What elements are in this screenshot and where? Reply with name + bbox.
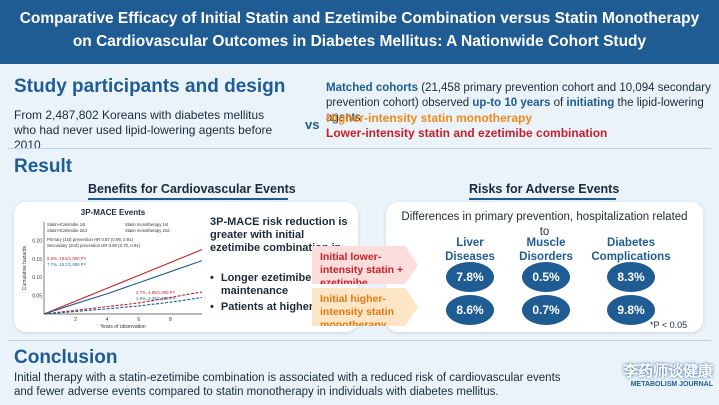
y-tick-label: 0.20 <box>32 238 42 244</box>
chart-annotation: 2.7%, 4.95/1,000 PY <box>136 290 176 295</box>
cohort-text-1: (21,458 primary prevention cohort and 10… <box>326 82 711 109</box>
series-line <box>43 291 203 315</box>
risks-subtitle: Differences in primary prevention, hospi… <box>401 211 688 238</box>
muscle-high-value: 0.7% <box>522 295 570 325</box>
participants-text: From 2,487,802 Koreans with diabetes mel… <box>14 108 273 152</box>
title-line-2: on Cardiovascular Outcomes in Diabetes M… <box>72 33 647 50</box>
result-title: Result <box>14 156 73 177</box>
chart-annotation: 9.6%, 19.5/1,000 PY <box>47 256 87 261</box>
divider-2 <box>8 340 711 341</box>
chart-annotation: Secondary (2nd) prevention HR 0.80 (0.70… <box>47 243 141 248</box>
chart-title: 3P-MACE Events <box>81 208 146 217</box>
mace-chart: 3P-MACE Events 0.05 0.10 0.15 0.20 2 4 6 8 Years… <box>22 208 203 330</box>
cohort-description: Matched cohorts (21,458 primary preventi… <box>326 81 716 126</box>
cohort-label: Matched cohorts <box>326 82 419 94</box>
arm-high-intensity: Higher-intensity statin monotherapy <box>326 111 533 125</box>
caret-icon: ^ <box>541 282 551 299</box>
x-tick-label: 2 <box>74 317 77 323</box>
muscle-low-value: 0.5% <box>522 262 570 292</box>
logo-cn: 李药师谈健康 <box>622 363 713 380</box>
chart-annotation: Primary (1st) prevention HR 0.87 (0.99, … <box>47 237 134 242</box>
chart-annotation: 1.8%, 3.25/1,000 PY <box>136 296 176 301</box>
benefits-card: 3P-MACE Events 0.05 0.10 0.15 0.20 2 4 6 8 Years… <box>14 202 358 332</box>
caret-icon: ^ <box>626 282 636 299</box>
diabetes-low-value: 8.3% <box>607 262 655 292</box>
legend-entry: Statin monotherapy 1st <box>125 222 169 227</box>
journal-logo: 李药师谈健康 METABOLISM JOURNAL <box>593 360 713 400</box>
cohort-text-3: the lipid-lowering agents <box>326 97 704 124</box>
divider-1 <box>8 148 711 149</box>
risks-title: Risks for Adverse Events <box>469 182 620 196</box>
arrow-high-intensity: Initial higher-intensity statin monother… <box>312 288 418 326</box>
participants-title: Study participants and design <box>14 76 286 97</box>
logo-en: METABOLISM JOURNAL <box>630 381 713 388</box>
finding-bullets: • Longer ezetimibe maintenance • Patients … <box>210 272 356 314</box>
x-axis-label: Years of observation <box>100 324 146 330</box>
col-diabetes: Diabetes Complications <box>591 237 671 263</box>
col-muscle: Muscle Disorders <box>519 237 573 263</box>
bullet-item: • Patients at higher risks <box>210 301 342 313</box>
chart-annotation: 7.7%, 15.7/1,000 PY <box>47 262 87 267</box>
caret-icon: ^ <box>465 282 475 299</box>
col-liver: Liver Diseases <box>445 237 495 263</box>
vs-label: vs <box>305 117 320 132</box>
title-banner: Comparative Efficacy of Initial Statin a… <box>0 0 719 64</box>
bullet-2: Patients at higher risks <box>220 301 342 313</box>
series-line <box>43 296 203 315</box>
x-tick-label: 4 <box>106 317 109 323</box>
liver-high-value: 8.6% <box>446 295 494 325</box>
benefits-underline <box>88 198 288 200</box>
series-line <box>43 249 203 315</box>
bullet-item: • Longer ezetimibe maintenance <box>210 272 356 298</box>
cohort-bold-2: initiating <box>566 97 615 109</box>
y-tick-label: 0.10 <box>32 275 42 281</box>
cohort-text-2: of <box>553 97 564 109</box>
legend-entry: Statin+Ezetimibe 2nd <box>47 228 87 233</box>
cohort-bold-1: up-to 10 years <box>472 97 551 109</box>
conclusion-title: Conclusion <box>14 347 118 368</box>
bullet-1: Longer ezetimibe maintenance <box>220 272 312 297</box>
legend-entry: Statin monotherapy 2nd <box>125 228 170 233</box>
x-tick-label: 6 <box>137 317 140 323</box>
legend-entry: Statin+Ezetimibe 1st <box>47 222 86 227</box>
risks-underline <box>469 198 616 200</box>
liver-low-value: 7.8% <box>446 262 494 292</box>
arrow-low-intensity: Initial lower-intensity statin + ezetimi… <box>312 246 418 284</box>
y-axis-label: Cumulative hazards <box>22 245 28 290</box>
series-line <box>43 260 203 315</box>
x-tick-label: 8 <box>169 317 172 323</box>
arm-low-intensity: Lower-intensity statin and ezetimibe com… <box>326 126 608 140</box>
y-tick-label: 0.05 <box>32 294 42 300</box>
benefits-title: Benefits for Cardiovascular Events <box>88 182 296 196</box>
title-line-1: Comparative Efficacy of Initial Statin a… <box>19 10 700 27</box>
diabetes-high-value: 9.8% <box>607 295 655 325</box>
y-tick-label: 0.15 <box>32 257 42 263</box>
p-value-note: *P < 0.05 <box>650 320 688 330</box>
conclusion-text: Initial therapy with a statin-ezetimibe … <box>14 372 561 398</box>
finding-text: 3P-MACE risk reduction is greater with i… <box>210 216 348 254</box>
